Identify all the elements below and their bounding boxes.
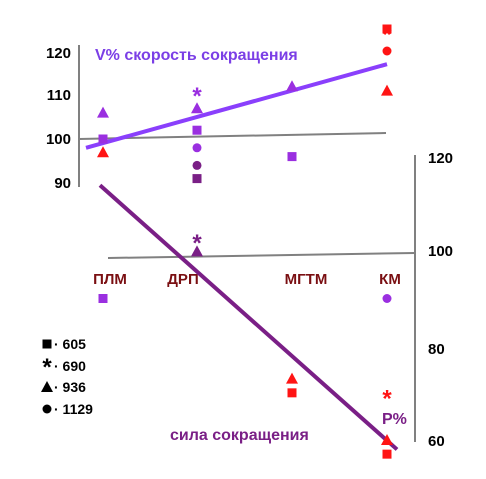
lower-tick-120: 120 [428,150,453,167]
lower-circle-5 [382,294,392,303]
category-plm: ПЛМ [93,271,127,288]
lower-star-1: * [192,230,202,257]
legend-label-1129: · 1129 [54,401,93,417]
legend-square-icon [42,339,52,349]
upper-triangle-936-3 [381,84,393,96]
lower-square-4 [287,388,297,398]
category-km: КМ [379,271,401,288]
upper-square-605-0 [98,134,108,144]
legend-star-icon: * [42,354,52,381]
legend-label-690: · 690 [54,358,86,374]
lower-trend-line [98,183,399,451]
upper-square-605-1 [192,125,202,135]
lower-triangle-2 [191,245,203,257]
upper-tick-labels: 120 110 100 90 [46,45,71,192]
lower-tick-80: 80 [428,341,445,358]
lower-tick-60: 60 [428,433,445,450]
lower-tick-100: 100 [428,243,453,260]
upper-square-605-2 [287,152,297,162]
lower-chart-title: сила сокращения [170,427,309,444]
legend-circle-icon [42,404,52,414]
upper-triangle-936-1 [191,102,203,114]
lower-axis-label: P% [382,411,407,428]
legend: * · 605 · 690 · 936 · 1129 [41,336,93,417]
upper-tick-90: 90 [54,175,71,192]
upper-triangle-936-0 [97,106,109,118]
category-mgtm: МГТМ [285,271,328,288]
upper-extra-circle-1 [192,160,202,170]
lower-baseline [107,252,416,259]
lower-star-6: * [382,386,392,413]
upper-trend-line [85,62,388,150]
upper-triangle-936-2 [286,80,298,92]
upper-tick-120: 120 [46,45,71,62]
legend-label-936: · 936 [54,379,86,395]
upper-circle-1129-1 [192,143,202,153]
legend-label-605: · 605 [54,336,86,352]
upper-baseline [78,132,387,140]
upper-chart-title: V% скорость сокращения [95,47,298,64]
lower-triangle-7 [381,434,393,445]
lower-triangle-3 [286,372,298,384]
upper-extra-triangle-0 [97,146,109,158]
lower-square-0 [98,294,108,303]
upper-star-690-1: * [192,83,202,110]
upper-extra-square-2 [192,174,202,184]
upper-star-690-3: * [382,21,392,48]
upper-tick-110: 110 [47,87,71,104]
upper-square-605-3 [382,24,392,34]
upper-tick-100: 100 [46,131,71,148]
lower-tick-labels: 120 100 80 60 [428,150,453,450]
lower-square-8 [382,449,392,459]
legend-triangle-icon [41,381,53,392]
category-drp: ДРП [167,271,198,288]
upper-circle-1129-3 [382,46,392,56]
